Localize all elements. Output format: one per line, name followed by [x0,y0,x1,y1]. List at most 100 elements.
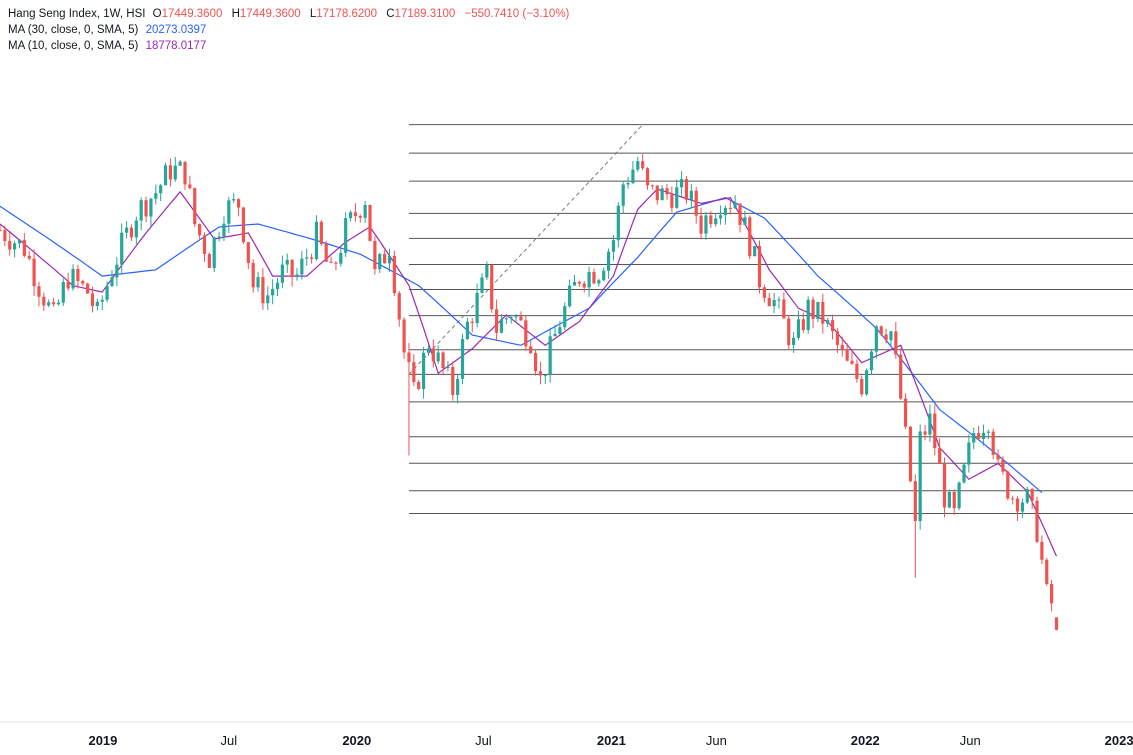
candle-body [723,207,728,216]
candle-body [592,271,596,284]
candle-body [426,348,431,353]
candle-body [95,301,99,306]
candle-body [465,321,469,340]
candle-body [597,280,601,284]
x-tick-label: 2022 [851,733,880,748]
candle-body [3,230,7,242]
candle-body [168,165,173,180]
candle-body [392,255,396,294]
candle-body [767,297,771,307]
candle-body [850,360,854,364]
candle-body [879,326,883,335]
candle-body [606,251,611,271]
legend-ma30-row: MA (30, close, 0, SMA, 5) 20273.0397 [8,22,569,38]
candle-body [407,352,411,363]
trendline-layer [408,124,644,375]
candle-body [529,346,533,354]
candle-body [485,264,489,278]
high-value: 17449.3600 [239,8,301,20]
candle-body [972,433,976,443]
candle-body [1001,459,1005,472]
candle-body [923,431,927,435]
candle-body [383,254,387,264]
candle-body [665,188,669,195]
candle-body [217,236,221,238]
candle-body [611,240,616,252]
x-tick-label: 2019 [88,733,117,748]
candle-body [1054,617,1059,630]
candle-body [271,288,275,296]
candle-body [655,185,659,201]
candle-body [918,431,922,521]
candle-body [0,229,2,231]
candle-body [787,318,791,346]
candle-body [811,299,815,319]
candle-body [587,271,591,288]
candle-body [806,299,810,330]
candle-body [938,448,942,464]
candle-body [913,481,917,521]
candle-body [631,169,635,184]
candle-body [1006,471,1010,499]
candle-body [782,299,786,319]
candle-body [295,274,299,277]
candle-body [129,227,134,238]
candle-body [548,336,552,376]
candle-body [8,241,12,250]
candle-body [183,161,187,185]
ma30-layer [0,197,1043,494]
candle-body [738,203,742,225]
candle-body [772,299,776,307]
ma10-layer [0,188,1058,557]
candle-body [689,190,693,200]
high-key: H [231,8,240,20]
candle-body [884,334,888,341]
candle-body [241,207,246,243]
candle-body [81,281,85,284]
candle-body [212,237,216,268]
candle-body [222,223,226,237]
candle-body [874,326,878,352]
candle-body [363,204,367,218]
candle-body [232,199,236,201]
candle-body [801,319,805,330]
candle-body [76,268,80,282]
candle-body [733,203,737,209]
candle-body [933,413,937,449]
candle-body [149,198,153,217]
candle-body [42,296,46,306]
candle-body [626,183,630,185]
chart-legend: Hang Seng Index, 1W, HSI O17449.3600 H17… [8,6,569,54]
candle-body [728,207,732,209]
candle-body [533,353,538,372]
candle-body [421,352,426,389]
candle-body [1020,502,1025,512]
legend-ohlc-row: Hang Seng Index, 1W, HSI O17449.3600 H17… [8,6,569,22]
candle-body [324,243,328,262]
candle-body [460,339,465,379]
candle-body [743,217,747,225]
candle-body [305,257,309,259]
candle-body [353,212,358,217]
candle-body [490,264,494,310]
candle-body [762,287,766,298]
candle-body [509,317,513,319]
candle-body [368,204,372,241]
candle-body [32,258,36,287]
candle-body [976,433,981,440]
candle-body [17,239,22,244]
candle-body [441,352,445,369]
candle-body [572,281,577,286]
candle-body [1030,488,1034,501]
candle-body [86,283,90,294]
candle-body [952,492,956,509]
x-tick-label: Jun [960,733,981,748]
candle-body [568,285,572,307]
candle-body [957,482,961,509]
candle-body [446,366,450,369]
ma10-value: 18778.0177 [145,40,207,52]
candle-body [480,277,484,293]
candle-body [90,293,95,306]
candle-body [163,165,168,186]
